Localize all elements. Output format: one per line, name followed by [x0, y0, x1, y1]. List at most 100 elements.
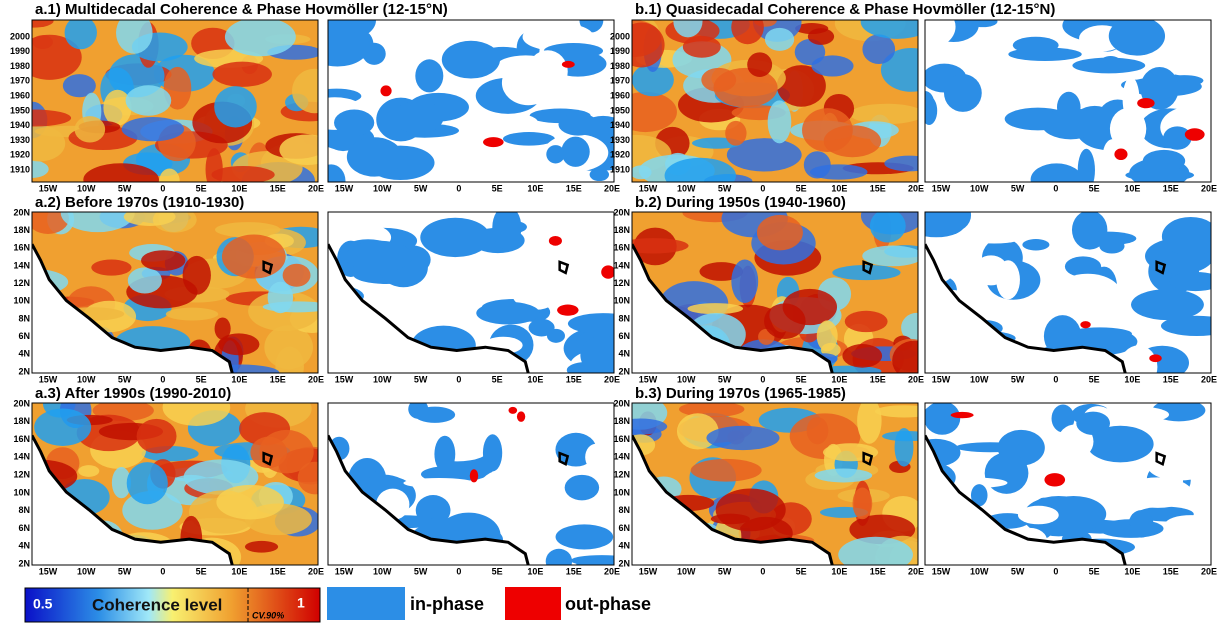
field-blob	[32, 212, 69, 234]
y-tick-label: 4N	[18, 541, 30, 551]
field-blob	[1030, 163, 1083, 182]
field-blob	[632, 63, 674, 97]
panel-field	[632, 403, 918, 565]
field-blob	[925, 20, 956, 50]
field-blob	[1125, 169, 1195, 182]
y-tick-label: 2N	[18, 366, 30, 376]
field-blob	[942, 477, 1008, 489]
field-blob	[996, 260, 1020, 300]
field-blob	[901, 312, 918, 343]
x-tick-label: 15E	[270, 374, 286, 384]
field-blob	[546, 145, 565, 164]
out-phase-blob	[1184, 128, 1205, 141]
y-tick-label: 8N	[618, 505, 630, 515]
y-tick-label: 1970	[10, 76, 30, 86]
field-blob	[964, 37, 984, 81]
x-tick-label: 5E	[196, 183, 207, 193]
field-blob	[1120, 281, 1140, 299]
field-blob	[844, 310, 888, 333]
y-tick-label: 10N	[13, 296, 30, 306]
x-tick-label: 10W	[677, 374, 696, 384]
field-blob	[632, 22, 665, 68]
y-tick-label: 6N	[18, 523, 30, 533]
y-tick-label: 10N	[13, 487, 30, 497]
field-blob	[1041, 108, 1100, 140]
field-blob	[123, 212, 176, 226]
field-blob	[955, 442, 1025, 453]
field-blob	[420, 217, 491, 258]
coastline	[32, 434, 234, 565]
coastline	[632, 434, 834, 565]
field-blob	[496, 55, 556, 78]
field-blob	[424, 435, 491, 462]
field-blob	[632, 238, 689, 254]
field-blob	[292, 68, 318, 114]
x-tick-label: 0	[1053, 566, 1058, 576]
field-blob	[32, 109, 72, 127]
field-blob	[136, 418, 177, 454]
field-blob	[764, 303, 806, 339]
y-tick-label: 8N	[18, 313, 30, 323]
field-blob	[632, 418, 668, 435]
field-blob	[1119, 345, 1158, 373]
field-blob	[892, 340, 918, 373]
y-tick-label: 18N	[613, 225, 630, 235]
y-tick-label: 6N	[618, 523, 630, 533]
ocean	[328, 244, 529, 373]
lake-chad	[1155, 260, 1167, 275]
x-tick-label: 5E	[196, 566, 207, 576]
colorbar	[24, 587, 321, 623]
y-tick-label: 14N	[613, 452, 630, 462]
panel-frame	[924, 402, 1212, 566]
field-blob	[214, 317, 231, 340]
field-blob	[32, 20, 54, 28]
field-blob	[1163, 126, 1192, 150]
x-tick-label: 5W	[1011, 566, 1025, 576]
x-tick-label: 10E	[831, 374, 847, 384]
field-blob	[328, 164, 346, 182]
y-tick-label: 1930	[610, 135, 630, 145]
field-blob	[764, 27, 795, 51]
field-blob	[869, 212, 906, 243]
field-blob	[32, 34, 82, 80]
field-blob	[811, 55, 854, 77]
x-tick-label: 20E	[604, 183, 620, 193]
x-tick-label: 20E	[908, 374, 924, 384]
field-blob	[426, 279, 482, 299]
x-tick-label: 10E	[231, 566, 247, 576]
lake-chad	[558, 451, 570, 467]
field-blob	[838, 536, 913, 565]
x-tick-label: 5E	[796, 183, 807, 193]
x-tick-label: 10E	[527, 566, 543, 576]
field-blob	[528, 318, 555, 337]
field-blob	[91, 259, 132, 276]
x-tick-label: 15E	[270, 566, 286, 576]
field-blob	[884, 155, 918, 172]
lake-chad	[862, 451, 874, 467]
out-phase-blob	[601, 265, 614, 279]
y-tick-label: 16N	[613, 243, 630, 253]
field-blob	[557, 415, 614, 426]
panel-title: b.3) During 1970s (1965-1985)	[635, 385, 846, 402]
x-tick-label: 10W	[970, 566, 989, 576]
x-tick-label: 5E	[196, 374, 207, 384]
y-tick-label: 1990	[10, 46, 30, 56]
x-tick-label: 10W	[677, 183, 696, 193]
field-blob	[1122, 77, 1140, 122]
field-blob	[74, 116, 106, 143]
field-blob	[126, 462, 168, 505]
y-tick-label: 18N	[13, 225, 30, 235]
x-tick-label: 5W	[1011, 183, 1025, 193]
out-phase-blob	[1149, 354, 1162, 363]
x-tick-label: 15W	[39, 566, 58, 576]
x-tick-label: 5E	[1089, 183, 1100, 193]
x-tick-label: 15W	[335, 374, 354, 384]
field-blob	[852, 487, 873, 520]
x-tick-label: 0	[1053, 374, 1058, 384]
field-blob	[165, 307, 219, 321]
field-blob	[1108, 20, 1166, 56]
field-blob	[1109, 107, 1147, 151]
x-tick-label: 10E	[1124, 183, 1140, 193]
x-tick-label: 15W	[932, 374, 951, 384]
